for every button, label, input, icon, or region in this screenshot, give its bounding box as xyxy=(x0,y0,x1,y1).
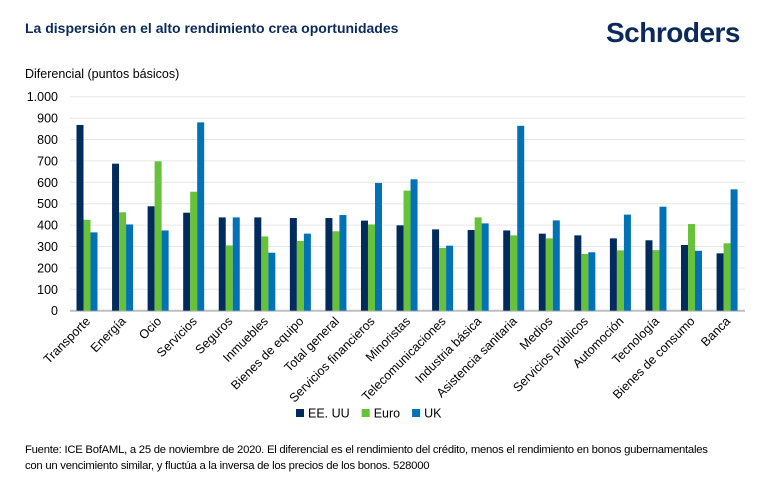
bar-ee-uu xyxy=(716,253,724,311)
bar-ee-uu xyxy=(432,229,440,311)
schroders-logo: Schroders xyxy=(606,17,741,48)
bar-uk xyxy=(730,189,738,311)
chart-title: La dispersión en el alto rendimiento cre… xyxy=(25,20,399,36)
bar-ee-uu xyxy=(112,163,120,311)
bar-uk xyxy=(446,245,454,311)
bar-ee-uu xyxy=(574,235,582,311)
y-tick-label: 900 xyxy=(37,112,58,126)
y-tick-label: 600 xyxy=(37,176,58,190)
bar-euro xyxy=(332,231,340,311)
legend-label: EE. UU xyxy=(308,407,350,421)
bar-uk xyxy=(374,182,382,311)
bar-uk xyxy=(232,217,240,311)
bar-uk xyxy=(588,252,596,311)
bar-euro xyxy=(652,250,660,311)
bar-euro xyxy=(616,250,624,311)
legend-label: UK xyxy=(424,407,442,421)
bar-euro xyxy=(723,243,731,311)
bar-ee-uu xyxy=(609,238,617,311)
bar-uk xyxy=(695,250,703,311)
bar-ee-uu xyxy=(183,212,191,311)
legend-swatch xyxy=(296,409,304,417)
footnote-line-2: con un vencimiento similar, y fluctúa a … xyxy=(25,460,430,472)
bar-euro xyxy=(474,217,482,311)
bar-ee-uu xyxy=(396,225,404,311)
bar-uk xyxy=(339,215,347,311)
bar-euro xyxy=(261,236,269,311)
bar-ee-uu xyxy=(289,218,297,311)
bar-euro xyxy=(367,224,375,311)
bar-uk xyxy=(161,230,169,311)
bar-ee-uu xyxy=(325,218,333,311)
bar-uk xyxy=(126,224,134,311)
x-tick-label: Banca xyxy=(698,314,733,349)
bar-uk xyxy=(268,252,276,311)
bar-euro xyxy=(403,190,411,311)
bar-euro xyxy=(296,240,304,311)
bar-euro xyxy=(688,224,696,311)
bar-ee-uu xyxy=(254,217,262,311)
bar-uk xyxy=(517,125,525,311)
bar-ee-uu xyxy=(76,124,84,311)
y-tick-label: 1.000 xyxy=(27,90,58,104)
bar-uk xyxy=(303,233,311,311)
y-axis-label: Diferencial (puntos básicos) xyxy=(25,67,180,81)
y-tick-label: 400 xyxy=(37,219,58,233)
y-tick-label: 300 xyxy=(37,240,58,254)
bar-euro xyxy=(510,235,518,311)
bar-uk xyxy=(90,232,98,311)
y-tick-label: 800 xyxy=(37,133,58,147)
bar-ee-uu xyxy=(503,230,511,311)
legend-swatch xyxy=(361,409,370,417)
bar-uk xyxy=(623,214,631,311)
bar-euro xyxy=(545,238,553,311)
y-tick-label: 100 xyxy=(37,283,58,297)
bar-uk xyxy=(481,223,489,311)
bar-ee-uu xyxy=(360,220,368,311)
bar-euro xyxy=(83,219,91,311)
bar-euro xyxy=(154,161,162,311)
footnote: Fuente: ICE BofAML, a 25 de noviembre de… xyxy=(25,442,760,474)
bar-uk xyxy=(410,179,418,311)
y-tick-label: 700 xyxy=(37,154,58,168)
bar-uk xyxy=(659,206,667,311)
x-tick-label: Ocio xyxy=(136,314,164,342)
bar-uk xyxy=(197,122,205,311)
bar-ee-uu xyxy=(467,230,475,311)
bar-euro xyxy=(581,253,589,311)
y-tick-label: 500 xyxy=(37,197,58,211)
legend-swatch xyxy=(412,409,421,417)
bar-ee-uu xyxy=(147,206,155,311)
x-tick-label: Transporte xyxy=(41,314,93,366)
bar-chart: 0 100 200 300 400 500 600 700 800 900 1.000 Transpo… xyxy=(27,90,745,421)
bar-ee-uu xyxy=(681,245,689,311)
bar-ee-uu xyxy=(538,233,546,311)
bar-euro xyxy=(119,212,127,311)
x-tick-label: Energía xyxy=(88,314,129,355)
footnote-line-1: Fuente: ICE BofAML, a 25 de noviembre de… xyxy=(25,444,708,456)
legend-label: Euro xyxy=(374,407,400,421)
y-tick-label: 0 xyxy=(51,304,58,318)
bar-euro xyxy=(190,191,198,311)
bar-euro xyxy=(225,245,233,311)
bar-euro xyxy=(439,247,447,311)
bar-ee-uu xyxy=(645,240,653,311)
bar-ee-uu xyxy=(218,217,226,311)
y-tick-label: 200 xyxy=(37,261,58,275)
bar-uk xyxy=(552,220,560,311)
